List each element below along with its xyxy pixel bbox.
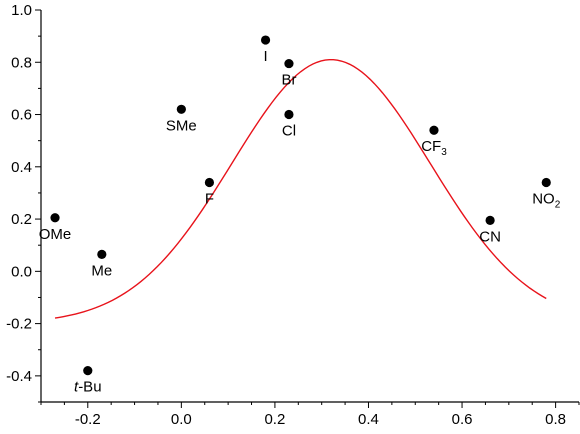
- y-tick-label: 0.0: [11, 263, 32, 280]
- x-tick-label: 0.2: [264, 411, 285, 428]
- y-axis-ticks: 1.0 0.8 0.6 0.4 0.2 0.0 -0.2 -0.4: [6, 2, 41, 403]
- fit-curve: [54, 58, 547, 319]
- point-label: t-Bu: [74, 379, 102, 396]
- data-point: [50, 213, 60, 223]
- point-label: F: [205, 190, 214, 207]
- point-label: CF3: [421, 138, 447, 158]
- y-tick-label: 1.0: [11, 2, 32, 19]
- y-tick-label: 0.8: [11, 54, 32, 71]
- x-tick-label: 0.0: [171, 411, 192, 428]
- point-label: Br: [281, 72, 296, 89]
- point-label: I: [263, 48, 267, 65]
- x-tick-label: 0.4: [358, 411, 379, 428]
- data-point: [541, 177, 551, 188]
- data-point: [260, 35, 271, 45]
- y-tick-label: 0.2: [11, 211, 32, 228]
- point-label: SMe: [166, 117, 197, 134]
- x-tick-label: -0.2: [75, 411, 101, 428]
- data-point: [284, 109, 294, 120]
- axes: [40, 10, 579, 403]
- data-points: [50, 35, 551, 376]
- y-tick-label: -0.4: [6, 368, 32, 385]
- data-point: [97, 249, 107, 259]
- x-tick-label: 0.6: [452, 411, 473, 428]
- point-label: Me: [91, 262, 112, 279]
- point-label: NO2: [532, 190, 561, 210]
- x-axis-ticks: -0.2 0.0 0.2 0.4 0.6 0.8: [40, 402, 580, 428]
- data-point: [284, 58, 294, 69]
- point-labels: OMe Me t-Bu SMe F I Br Cl CF3 CN NO2: [39, 48, 561, 396]
- y-tick-label: -0.2: [6, 316, 32, 333]
- y-tick-label: 0.4: [11, 159, 32, 176]
- data-point: [485, 215, 495, 225]
- point-label: OMe: [39, 226, 72, 243]
- point-label: Cl: [282, 123, 296, 140]
- data-point: [204, 177, 215, 188]
- point-label: CN: [479, 228, 501, 245]
- x-tick-label: 0.8: [545, 411, 566, 428]
- data-point: [176, 104, 186, 114]
- data-point: [429, 125, 439, 135]
- y-tick-label: 0.6: [11, 107, 32, 124]
- data-point: [83, 366, 93, 376]
